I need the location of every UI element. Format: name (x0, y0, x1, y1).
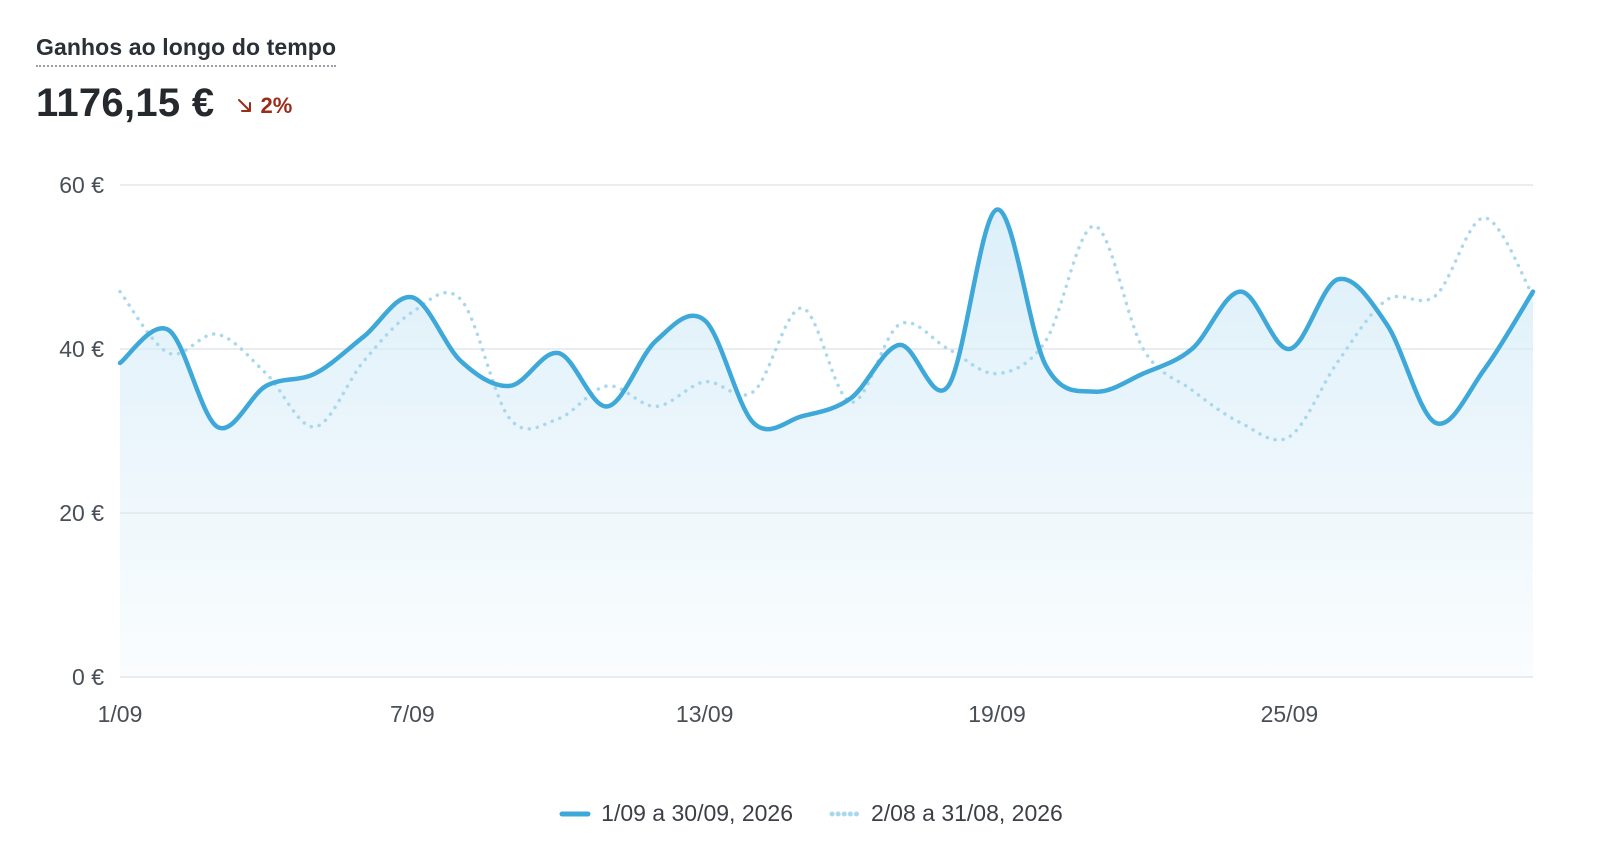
total-earnings: 1176,15 € (36, 81, 215, 125)
x-tick-label: 19/09 (968, 701, 1026, 727)
change-indicator: 2% (236, 93, 292, 119)
y-tick-label: 60 € (59, 172, 104, 198)
legend-label-current: 1/09 a 30/09, 2026 (601, 800, 793, 826)
chart-title[interactable]: Ganhos ao longo do tempo (36, 34, 337, 67)
x-tick-label: 13/09 (676, 701, 734, 727)
previous-series-line (118, 216, 1535, 442)
y-tick-label: 0 € (72, 664, 104, 690)
y-tick-label: 20 € (59, 500, 104, 526)
chart-legend: 1/09 a 30/09, 2026 2/08 a 31/08, 2026 (0, 800, 1622, 827)
x-tick-label: 7/09 (390, 701, 435, 727)
change-percent: 2% (260, 92, 293, 118)
summary-row: 1176,15 € 2% (36, 81, 336, 126)
legend-label-previous: 2/08 a 31/08, 2026 (871, 800, 1063, 826)
earnings-line-chart: 0 € 20 € 40 € 60 € 1/09 7/09 13/09 19/09 25/09 (59, 172, 1536, 727)
chart-header: Ganhos ao longo do tempo 1176,15 € 2% (36, 34, 337, 126)
current-series-line (117, 207, 1536, 432)
x-tick-label: 25/09 (1261, 701, 1319, 727)
x-tick-label: 1/09 (98, 701, 143, 727)
legend-item-previous[interactable]: 2/08 a 31/08, 2026 (829, 800, 1063, 827)
current-series-area (120, 209, 1533, 677)
y-tick-label: 40 € (59, 336, 104, 362)
legend-swatch-dotted (829, 811, 861, 816)
arrow-down-right-icon (238, 98, 252, 112)
legend-item-current[interactable]: 1/09 a 30/09, 2026 (559, 800, 793, 827)
legend-swatch-solid (559, 811, 591, 816)
